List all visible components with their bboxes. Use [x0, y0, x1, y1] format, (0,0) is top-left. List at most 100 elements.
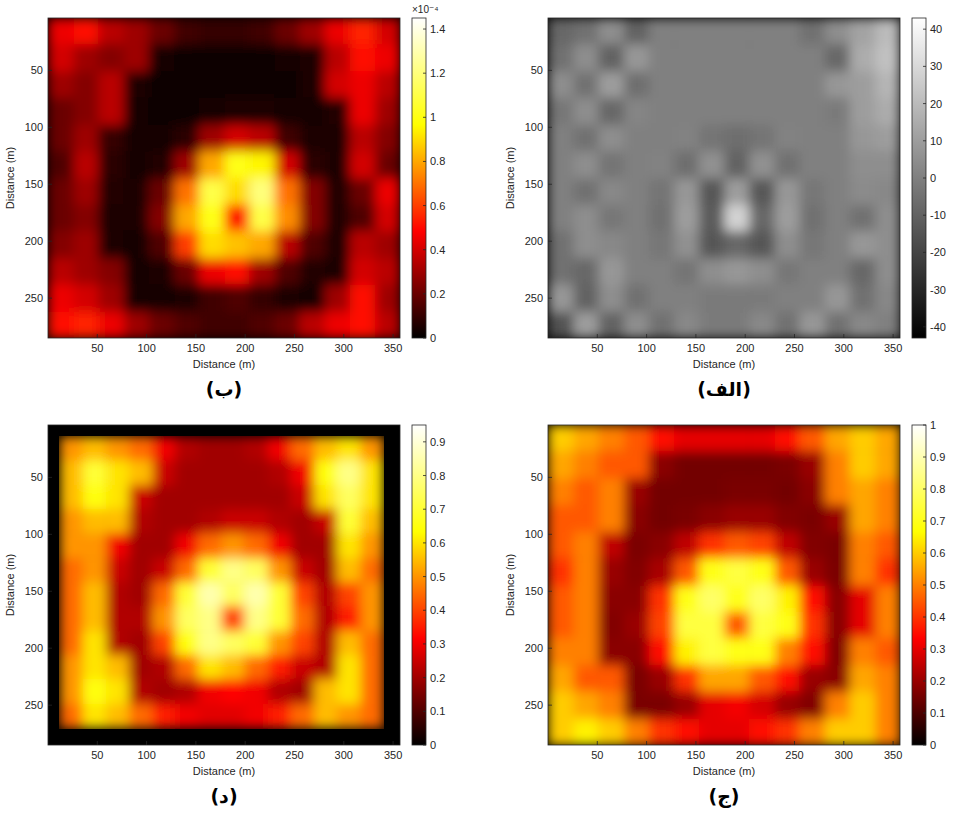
- y-tick-label: 50: [31, 64, 43, 76]
- cell: [875, 638, 900, 666]
- cell: [129, 631, 153, 656]
- cells: [548, 425, 900, 745]
- x-tick-label: 200: [236, 342, 254, 354]
- cell: [574, 72, 599, 99]
- colorbar-tick-label: 0.1: [430, 705, 445, 717]
- cell: [291, 631, 315, 656]
- cell: [124, 231, 149, 259]
- cell: [749, 691, 775, 719]
- cell: [198, 679, 222, 705]
- plot-background: [548, 425, 900, 745]
- cell: [361, 582, 384, 607]
- cell: [749, 451, 775, 479]
- cell: [749, 284, 775, 312]
- cell: [60, 704, 83, 729]
- x-tick: [843, 334, 844, 338]
- cell: [350, 72, 376, 99]
- cell: [649, 532, 675, 559]
- cell: [598, 425, 624, 452]
- cell: [314, 436, 337, 461]
- cell: [724, 586, 749, 613]
- cell: [850, 312, 876, 338]
- cell: [175, 485, 198, 510]
- cell: [598, 312, 624, 338]
- cell: [314, 460, 337, 486]
- cell: [299, 205, 325, 232]
- cell: [574, 125, 599, 152]
- colorbar: [912, 18, 926, 338]
- cell: [98, 179, 124, 206]
- cell: [825, 312, 850, 338]
- x-tick: [343, 741, 344, 745]
- cell: [825, 532, 850, 559]
- cell: [875, 451, 900, 479]
- cell: [350, 98, 376, 126]
- cell: [124, 44, 149, 72]
- cell: [799, 691, 825, 719]
- y-tick: [548, 298, 552, 299]
- cell: [222, 582, 245, 607]
- cell: [674, 18, 699, 45]
- colorbar-tick: [423, 745, 426, 746]
- cell: [724, 179, 749, 206]
- cell: [624, 284, 649, 312]
- cell: [153, 485, 176, 510]
- colorbar-tick-label: 0.5: [430, 571, 445, 583]
- cell: [299, 258, 325, 285]
- panel: 5010015020025030035050100150200250Distan…: [504, 18, 946, 400]
- cell: [875, 179, 900, 206]
- cell: [850, 691, 876, 719]
- cell: [799, 451, 825, 479]
- colorbar-tick: [423, 117, 426, 118]
- cell: [699, 72, 725, 99]
- cell: [749, 312, 775, 338]
- colorbar-tick-label: -30: [930, 284, 946, 296]
- cell: [775, 532, 800, 559]
- x-tick-label: 250: [285, 342, 303, 354]
- cell: [699, 479, 725, 506]
- y-tick-label: 150: [25, 585, 43, 597]
- colorbar-tick-label: 1: [430, 111, 436, 123]
- cell: [598, 505, 624, 533]
- cell: [175, 655, 198, 680]
- y-tick-label: 100: [25, 528, 43, 540]
- cell: [350, 151, 376, 179]
- cell: [325, 312, 350, 338]
- cell: [224, 98, 249, 126]
- cell: [83, 509, 107, 534]
- cell: [350, 179, 376, 206]
- cell: [74, 98, 99, 126]
- cell: [875, 425, 900, 452]
- cell: [224, 125, 249, 152]
- cell: [325, 44, 350, 72]
- cell: [361, 436, 384, 461]
- cell: [624, 151, 649, 179]
- cell: [598, 179, 624, 206]
- cell: [875, 312, 900, 338]
- cell: [875, 612, 900, 639]
- cell: [548, 179, 574, 206]
- cell: [548, 312, 574, 338]
- cell: [749, 258, 775, 285]
- cell: [649, 72, 675, 99]
- cell: [799, 638, 825, 666]
- cell: [224, 151, 249, 179]
- cell: [674, 125, 699, 152]
- cell: [249, 284, 275, 312]
- cell: [325, 258, 350, 285]
- cell: [199, 284, 225, 312]
- plot-area: [48, 18, 400, 338]
- colorbar-tick-label: 0: [930, 739, 936, 751]
- cell: [674, 612, 699, 639]
- cell: [674, 312, 699, 338]
- x-tick-label: 100: [137, 749, 155, 761]
- cell: [199, 231, 225, 259]
- cell: [325, 151, 350, 179]
- y-tick: [48, 70, 52, 71]
- cell: [149, 231, 175, 259]
- cell: [850, 258, 876, 285]
- cell: [649, 451, 675, 479]
- cell: [124, 72, 149, 99]
- y-tick: [48, 534, 52, 535]
- cell: [83, 679, 107, 705]
